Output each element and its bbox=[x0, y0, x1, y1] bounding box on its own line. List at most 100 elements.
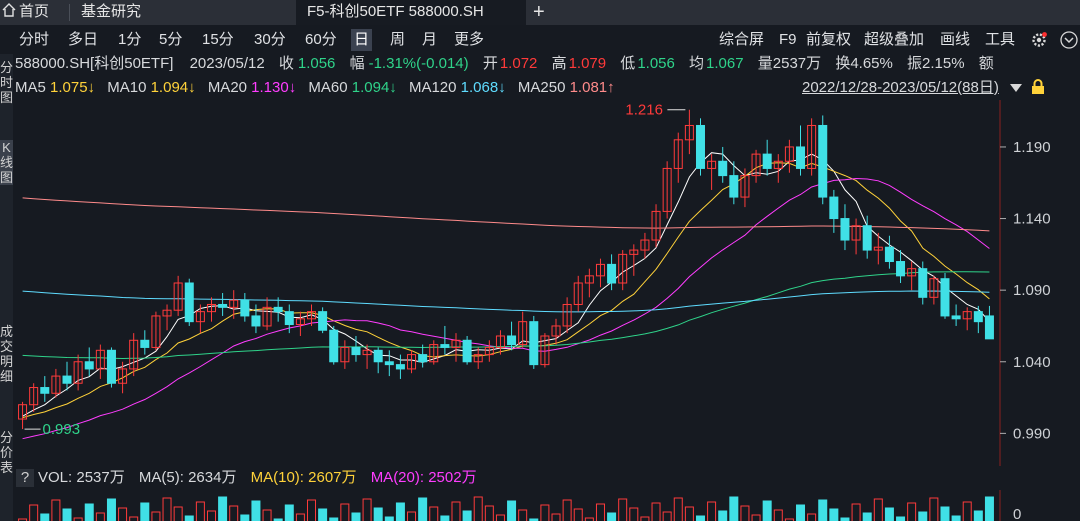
volume-bar bbox=[340, 503, 350, 521]
f9-button[interactable]: F9 bbox=[779, 31, 797, 48]
tab-etf-chart[interactable]: F5-科创50ETF 588000.SH bbox=[296, 0, 526, 25]
triangle-down-icon[interactable] bbox=[1009, 82, 1023, 94]
candle-body bbox=[118, 368, 128, 384]
add-tab-button[interactable]: + bbox=[533, 0, 545, 25]
side-tab-trade-detail[interactable]: 成交明细 bbox=[0, 324, 13, 384]
draw-line-button[interactable]: 画线 bbox=[940, 31, 971, 48]
candle-body bbox=[829, 196, 839, 220]
period-button-month[interactable]: 月 bbox=[422, 31, 438, 48]
tab-home[interactable]: 首页 bbox=[2, 0, 68, 25]
volume-bar bbox=[618, 498, 628, 521]
period-button-more[interactable]: 更多 bbox=[454, 31, 485, 48]
volume-bar bbox=[473, 496, 483, 521]
candle-body bbox=[495, 335, 505, 348]
period-button-15min[interactable]: 15分 bbox=[202, 31, 234, 48]
candle-body bbox=[184, 282, 194, 323]
candle-body bbox=[873, 246, 883, 251]
super-overlay-button[interactable]: 超级叠加 bbox=[864, 31, 925, 48]
candle-body bbox=[562, 303, 572, 327]
candle-body bbox=[129, 339, 139, 370]
home-icon bbox=[2, 3, 16, 17]
security-code: 588000.SH[科创50ETF] bbox=[15, 55, 174, 72]
tab-home-label: 首页 bbox=[19, 3, 50, 20]
ma120-label: MA120 bbox=[408, 79, 457, 96]
candle-body bbox=[473, 354, 483, 363]
candle-body bbox=[618, 253, 628, 284]
volume-bar bbox=[140, 502, 150, 521]
candle-body bbox=[651, 210, 661, 241]
volume-bar bbox=[751, 514, 761, 521]
candle-body bbox=[751, 153, 761, 177]
gear-icon[interactable] bbox=[1030, 31, 1048, 49]
candle-body bbox=[784, 146, 794, 162]
volume-bar bbox=[718, 510, 728, 521]
volume-bar bbox=[507, 500, 517, 521]
tab-etf-label: F5-科创50ETF 588000.SH bbox=[307, 3, 484, 20]
help-button[interactable]: ? bbox=[16, 469, 34, 487]
candle-body bbox=[929, 278, 939, 298]
candle-body bbox=[540, 335, 550, 366]
period-button-60min[interactable]: 60分 bbox=[305, 31, 337, 48]
period-button-1min[interactable]: 1分 bbox=[118, 31, 142, 48]
period-button-5min[interactable]: 5分 bbox=[159, 31, 183, 48]
side-char: 明 bbox=[0, 354, 14, 369]
volume-bar bbox=[362, 498, 372, 521]
volume-bar bbox=[262, 509, 272, 521]
candle-body bbox=[518, 321, 528, 346]
candlesticks bbox=[18, 109, 994, 430]
high-value: 1.079 bbox=[568, 55, 607, 72]
volume-bar bbox=[840, 517, 850, 521]
volume-bar bbox=[673, 497, 683, 521]
period-button-week[interactable]: 周 bbox=[390, 31, 406, 48]
tab-fund-research[interactable]: 基金研究 bbox=[81, 0, 141, 25]
candle-body bbox=[440, 344, 450, 348]
volume-bar bbox=[796, 504, 806, 521]
candle-body bbox=[206, 303, 216, 313]
volume-chart[interactable]: 0 bbox=[13, 490, 1080, 521]
composite-screen-button[interactable]: 综合屏 bbox=[719, 31, 765, 48]
high-price-label: 1.216 bbox=[625, 102, 663, 119]
date-range-selector[interactable]: 2022/12/28-2023/05/12(88日) bbox=[802, 78, 1045, 98]
candle-body bbox=[295, 318, 305, 326]
candle-body bbox=[140, 339, 150, 348]
close-label: 收 bbox=[278, 55, 294, 72]
date-range: 2022/12/28-2023/05/12(88日) bbox=[802, 79, 999, 96]
ma120-value: 1.068↓ bbox=[460, 79, 506, 96]
volume-bar bbox=[851, 503, 861, 521]
side-char: 交 bbox=[0, 339, 14, 354]
candle-body bbox=[551, 325, 561, 337]
candle-body bbox=[484, 346, 494, 356]
forward-adjust-button[interactable]: 前复权 bbox=[806, 31, 852, 48]
candle-body bbox=[395, 364, 405, 370]
tools-button[interactable]: 工具 bbox=[985, 31, 1016, 48]
candle-body bbox=[62, 375, 72, 384]
quote-date: 2023/05/12 bbox=[189, 55, 265, 72]
period-button-30min[interactable]: 30分 bbox=[254, 31, 286, 48]
period-button-day[interactable]: 日 bbox=[351, 29, 373, 51]
lock-icon[interactable] bbox=[1031, 79, 1045, 95]
period-button-multiday[interactable]: 多日 bbox=[68, 31, 99, 48]
volume-bar bbox=[206, 510, 216, 521]
chevron-down-icon[interactable] bbox=[1060, 31, 1078, 49]
volume-bar bbox=[106, 498, 116, 521]
volume-value: 量2537万 bbox=[757, 55, 822, 72]
volume-bar bbox=[873, 498, 883, 521]
open-value: 1.072 bbox=[499, 55, 538, 72]
period-toolbar: 分时 多日 1分 5分 15分 30分 60分 日 周 月 更多 综合屏 F9 … bbox=[0, 25, 1080, 53]
period-button-intraday[interactable]: 分时 bbox=[19, 31, 50, 48]
volume-bar bbox=[129, 516, 139, 521]
volume-bar bbox=[407, 511, 417, 521]
candle-body bbox=[373, 349, 383, 363]
side-tab-price-table[interactable]: 分价表 bbox=[0, 430, 13, 475]
candle-body bbox=[262, 306, 272, 327]
kline-chart[interactable]: 1.190 1.140 1.090 1.040 0.990 1.216 0.993 bbox=[13, 100, 1080, 466]
candle-body bbox=[173, 282, 183, 311]
volume-bar bbox=[562, 499, 572, 521]
volume-bar bbox=[440, 515, 450, 521]
candle-body bbox=[851, 225, 861, 241]
candle-body bbox=[195, 311, 205, 323]
side-char: K bbox=[2, 140, 11, 155]
side-tab-intraday[interactable]: 分时图 bbox=[0, 60, 13, 105]
side-char: 表 bbox=[0, 460, 14, 475]
